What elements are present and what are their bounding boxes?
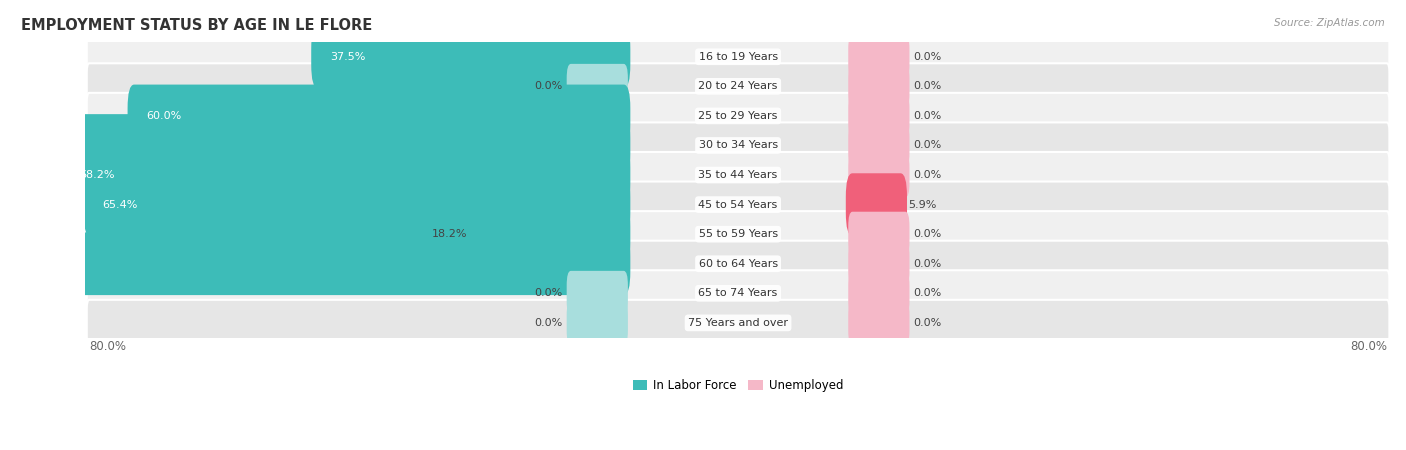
Text: 0.0%: 0.0% — [534, 81, 562, 91]
Text: 0.0%: 0.0% — [534, 318, 562, 328]
Text: 0.0%: 0.0% — [534, 288, 562, 298]
FancyBboxPatch shape — [848, 34, 910, 79]
Text: 0.0%: 0.0% — [914, 170, 942, 180]
Text: 65 to 74 Years: 65 to 74 Years — [699, 288, 778, 298]
FancyBboxPatch shape — [6, 232, 630, 295]
FancyBboxPatch shape — [848, 123, 910, 168]
FancyBboxPatch shape — [87, 181, 1389, 228]
Legend: In Labor Force, Unemployed: In Labor Force, Unemployed — [628, 374, 848, 397]
FancyBboxPatch shape — [87, 93, 1389, 139]
Text: 45 to 54 Years: 45 to 54 Years — [699, 200, 778, 210]
Text: 75.0%: 75.0% — [24, 259, 59, 269]
Text: 20 to 24 Years: 20 to 24 Years — [699, 81, 778, 91]
Text: 65.4%: 65.4% — [103, 200, 138, 210]
Text: 0.0%: 0.0% — [914, 288, 942, 298]
FancyBboxPatch shape — [87, 34, 1389, 80]
FancyBboxPatch shape — [567, 271, 628, 316]
Text: 75 Years and over: 75 Years and over — [688, 318, 789, 328]
FancyBboxPatch shape — [848, 64, 910, 109]
FancyBboxPatch shape — [0, 114, 630, 177]
Text: 55 to 59 Years: 55 to 59 Years — [699, 229, 778, 239]
Text: 68.2%: 68.2% — [79, 170, 115, 180]
Text: 16 to 19 Years: 16 to 19 Years — [699, 52, 778, 62]
FancyBboxPatch shape — [87, 122, 1389, 169]
Text: Source: ZipAtlas.com: Source: ZipAtlas.com — [1274, 18, 1385, 28]
FancyBboxPatch shape — [846, 173, 907, 236]
Text: 60 to 64 Years: 60 to 64 Years — [699, 259, 778, 269]
FancyBboxPatch shape — [87, 63, 1389, 109]
Text: 77.8%: 77.8% — [1, 140, 37, 150]
Text: 0.0%: 0.0% — [914, 111, 942, 121]
Text: 0.0%: 0.0% — [914, 52, 942, 62]
Text: 0.0%: 0.0% — [914, 229, 942, 239]
Text: 0.0%: 0.0% — [914, 81, 942, 91]
Text: 0.0%: 0.0% — [914, 318, 942, 328]
Text: 0.0%: 0.0% — [914, 140, 942, 150]
FancyBboxPatch shape — [87, 300, 1389, 346]
FancyBboxPatch shape — [128, 85, 630, 147]
FancyBboxPatch shape — [468, 203, 630, 266]
FancyBboxPatch shape — [848, 241, 910, 286]
FancyBboxPatch shape — [60, 144, 630, 207]
FancyBboxPatch shape — [87, 241, 1389, 287]
Text: 60.0%: 60.0% — [146, 111, 181, 121]
FancyBboxPatch shape — [848, 271, 910, 316]
Text: 35 to 44 Years: 35 to 44 Years — [699, 170, 778, 180]
FancyBboxPatch shape — [848, 301, 910, 345]
Text: 80.0%: 80.0% — [1350, 340, 1386, 353]
Text: 30 to 34 Years: 30 to 34 Years — [699, 140, 778, 150]
FancyBboxPatch shape — [311, 26, 630, 88]
FancyBboxPatch shape — [87, 152, 1389, 198]
FancyBboxPatch shape — [87, 211, 1389, 257]
FancyBboxPatch shape — [87, 270, 1389, 316]
FancyBboxPatch shape — [567, 301, 628, 345]
FancyBboxPatch shape — [567, 64, 628, 109]
Text: 0.0%: 0.0% — [914, 259, 942, 269]
Text: EMPLOYMENT STATUS BY AGE IN LE FLORE: EMPLOYMENT STATUS BY AGE IN LE FLORE — [21, 18, 373, 33]
FancyBboxPatch shape — [848, 94, 910, 139]
Text: 37.5%: 37.5% — [330, 52, 366, 62]
Text: 80.0%: 80.0% — [89, 340, 127, 353]
FancyBboxPatch shape — [83, 173, 630, 236]
Text: 18.2%: 18.2% — [432, 229, 467, 239]
FancyBboxPatch shape — [848, 212, 910, 256]
Text: 25 to 29 Years: 25 to 29 Years — [699, 111, 778, 121]
FancyBboxPatch shape — [848, 153, 910, 198]
Text: 5.9%: 5.9% — [908, 200, 936, 210]
